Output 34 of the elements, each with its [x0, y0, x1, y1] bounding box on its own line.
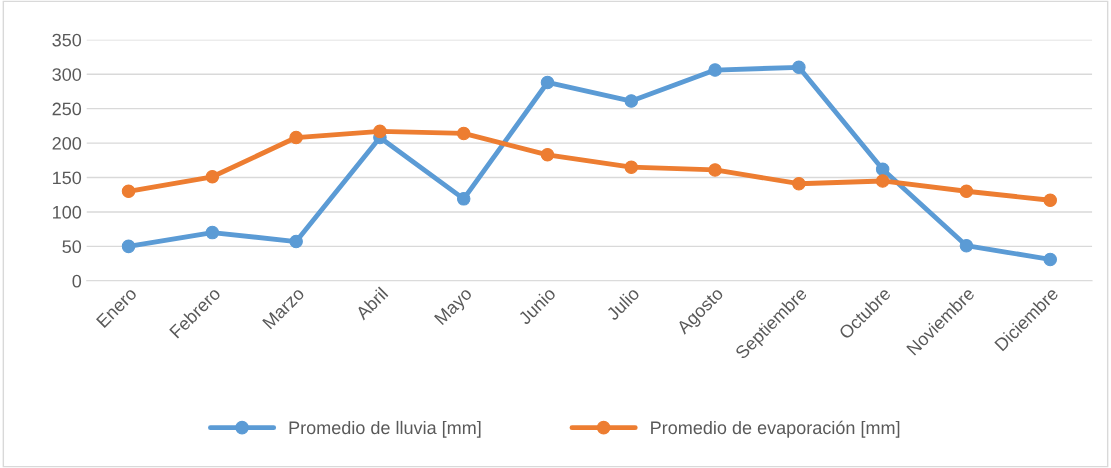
point — [624, 94, 639, 108]
y-tick-label: 250 — [52, 102, 82, 116]
point — [121, 239, 136, 254]
point — [373, 124, 387, 139]
point — [456, 192, 471, 206]
point — [792, 176, 806, 191]
y-tick-label: 300 — [52, 68, 82, 81]
point — [875, 162, 890, 177]
point — [959, 184, 974, 199]
point — [1043, 252, 1057, 267]
point — [875, 174, 890, 188]
point — [1043, 193, 1057, 207]
legend-label: Promedio de evaporación [mm] — [651, 420, 900, 438]
point — [540, 75, 555, 90]
point — [121, 184, 136, 199]
y-tick-label: 200 — [52, 137, 82, 150]
y-tick-label: 150 — [53, 171, 82, 185]
legend-label: Promedio de lluvia [mm] — [289, 420, 481, 438]
point — [708, 163, 722, 177]
point — [289, 234, 303, 249]
point — [792, 60, 806, 75]
point — [205, 170, 220, 184]
point — [456, 126, 471, 141]
point — [289, 130, 303, 145]
y-tick-label: 0 — [72, 274, 82, 288]
y-tick-label: 100 — [53, 205, 82, 219]
point — [708, 63, 722, 77]
x-tick-label: Julio — [605, 286, 641, 322]
point — [540, 148, 555, 162]
point — [205, 225, 220, 240]
y-tick-label: 350 — [52, 33, 82, 47]
point — [959, 238, 974, 253]
point — [624, 160, 639, 174]
y-tick-label: 50 — [62, 240, 82, 254]
